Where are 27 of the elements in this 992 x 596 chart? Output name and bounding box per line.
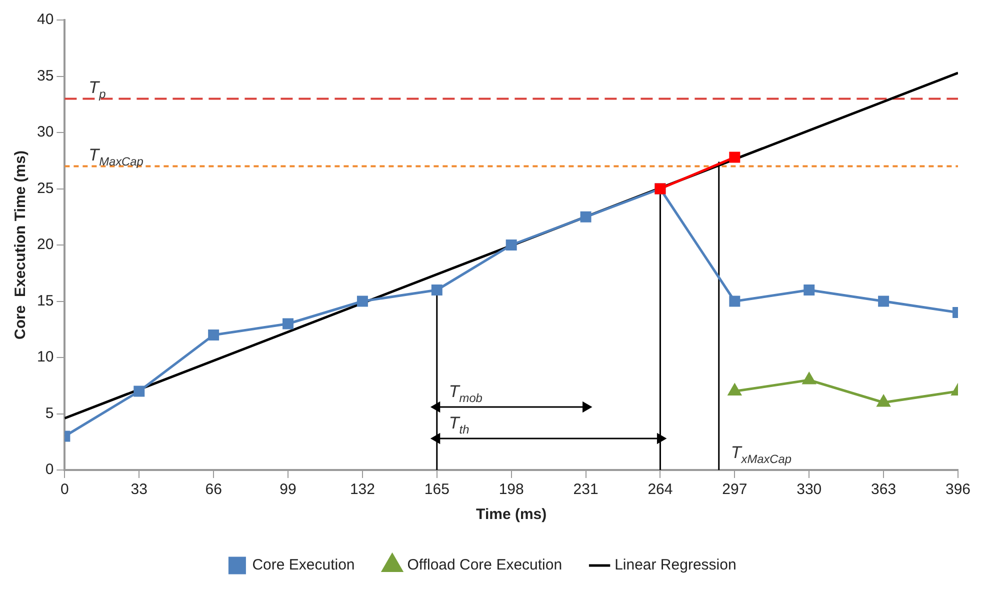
y-axis-title: Core Execution Time (ms) <box>12 150 30 340</box>
legend-label: Core Execution <box>252 556 355 574</box>
x-tick-label: 264 <box>648 481 673 498</box>
x-tick-label: 363 <box>871 481 896 498</box>
x-tick-label: 297 <box>722 481 748 498</box>
y-tick-label: 40 <box>36 11 54 28</box>
x-tick-label: 330 <box>796 481 822 498</box>
legend-label: Linear Regression <box>614 556 736 574</box>
y-tick-label: 30 <box>36 124 54 141</box>
x-tick-label: 0 <box>60 481 69 498</box>
y-tick-label: 15 <box>36 292 54 310</box>
legend-label: Offload Core Execution <box>407 556 562 574</box>
x-tick-label: 99 <box>280 481 296 498</box>
y-tick-label: 35 <box>36 67 54 84</box>
x-axis-title: Time (ms) <box>476 506 547 524</box>
x-tick-label: 396 <box>945 481 971 498</box>
x-tick-label: 66 <box>205 481 222 498</box>
x-tick-label: 33 <box>130 481 148 498</box>
y-tick-label: 10 <box>36 348 54 366</box>
y-tick-label: 0 <box>45 461 54 478</box>
x-tick-label: 165 <box>424 481 450 498</box>
y-tick-label: 20 <box>36 236 54 254</box>
x-tick-label: 198 <box>498 481 524 498</box>
x-tick-label: 132 <box>350 481 375 498</box>
y-tick-label: 5 <box>45 404 54 422</box>
y-tick-label: 25 <box>36 180 54 197</box>
x-tick-label: 231 <box>573 481 598 498</box>
